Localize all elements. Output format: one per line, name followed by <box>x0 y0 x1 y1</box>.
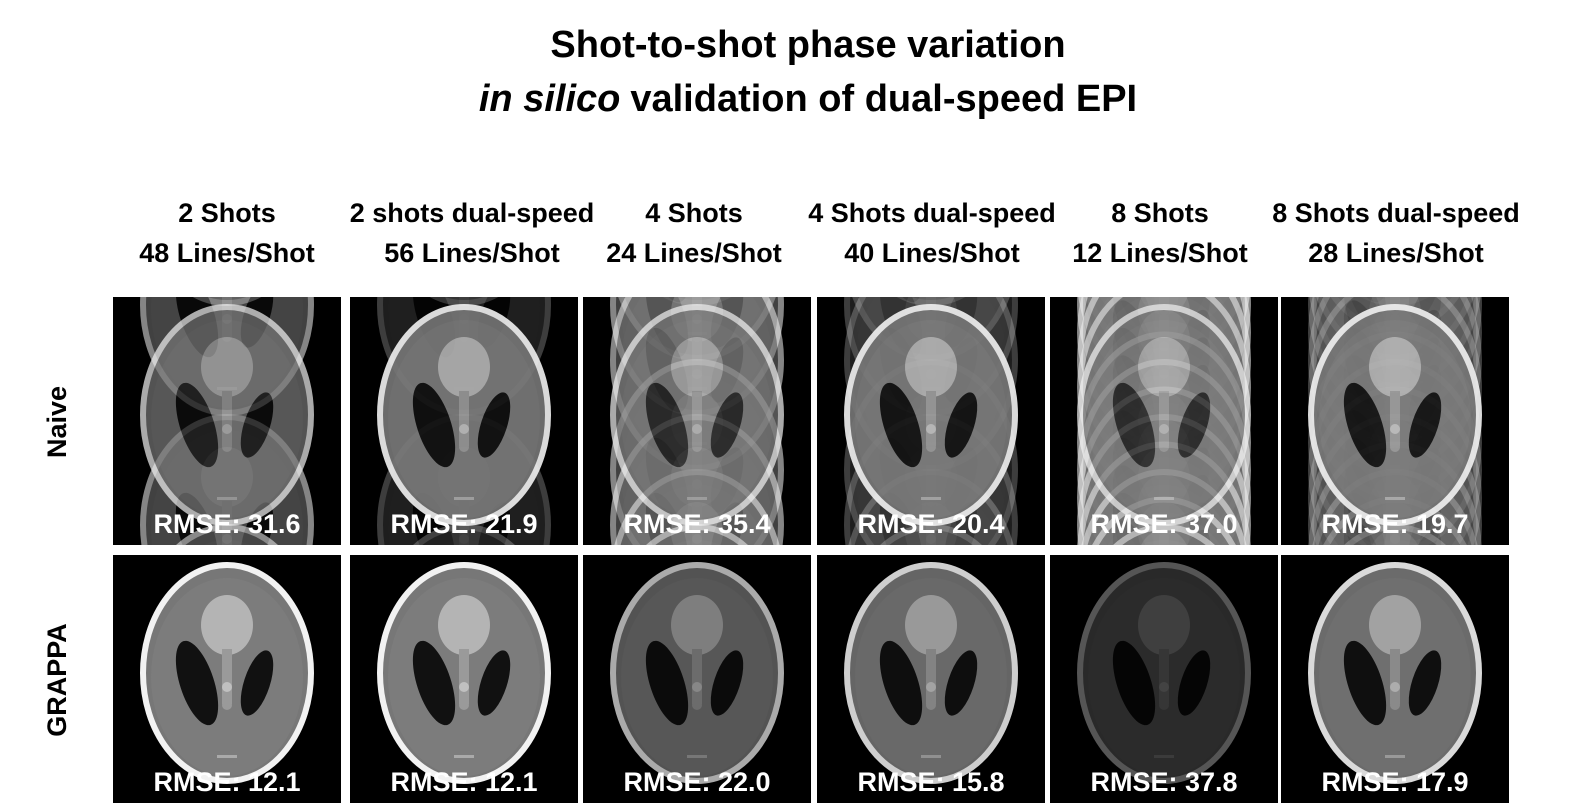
phantom <box>1080 565 1248 781</box>
title-line2: in silico validation of dual-speed EPI <box>479 78 1137 120</box>
rmse-label: RMSE: 37.0 <box>1090 509 1237 539</box>
rmse-label: RMSE: 35.4 <box>623 509 770 539</box>
title-line1: Shot-to-shot phase variation <box>550 24 1065 66</box>
phantom <box>143 307 311 523</box>
ghost <box>1311 87 1479 303</box>
column-header: 4 Shots dual-speed <box>808 198 1056 228</box>
phantom <box>613 565 781 781</box>
image-panel <box>113 87 341 545</box>
rmse-label: RMSE: 12.1 <box>153 767 300 797</box>
image-panel <box>817 297 1045 545</box>
column-header: 4 Shots <box>645 198 743 228</box>
rmse-label: RMSE: 15.8 <box>857 767 1004 797</box>
image-panel <box>1281 555 1509 803</box>
column-header: 2 shots dual-speed <box>350 198 595 228</box>
rmse-label: RMSE: 21.9 <box>390 509 537 539</box>
column-header: 12 Lines/Shot <box>1072 238 1248 268</box>
title-italic: in silico <box>479 78 620 120</box>
phantom <box>847 565 1015 781</box>
rmse-label: RMSE: 20.4 <box>857 509 1004 539</box>
phantom <box>1311 565 1479 781</box>
image-panel <box>350 297 578 545</box>
image-panel <box>113 555 341 803</box>
column-header: 24 Lines/Shot <box>606 238 782 268</box>
row-label: GRAPPA <box>42 623 72 737</box>
phantom <box>847 307 1015 523</box>
image-panel <box>1050 555 1278 803</box>
phantom <box>380 565 548 781</box>
phantom <box>380 307 548 523</box>
ghost <box>143 87 311 303</box>
column-header: 2 Shots <box>178 198 276 228</box>
rmse-label: RMSE: 37.8 <box>1090 767 1237 797</box>
phantom <box>1311 307 1479 523</box>
column-header: 28 Lines/Shot <box>1308 238 1484 268</box>
phantom <box>613 307 781 523</box>
rmse-label: RMSE: 31.6 <box>153 509 300 539</box>
column-header: 56 Lines/Shot <box>384 238 560 268</box>
column-header: 8 Shots <box>1111 198 1209 228</box>
image-panel <box>817 555 1045 803</box>
column-header: 40 Lines/Shot <box>844 238 1020 268</box>
phantom <box>143 565 311 781</box>
rmse-label: RMSE: 12.1 <box>390 767 537 797</box>
rmse-label: RMSE: 17.9 <box>1321 767 1468 797</box>
column-header: 8 Shots dual-speed <box>1272 198 1520 228</box>
column-header: 48 Lines/Shot <box>139 238 315 268</box>
rmse-label: RMSE: 22.0 <box>623 767 770 797</box>
image-panel <box>583 297 811 545</box>
phantom <box>1080 307 1248 523</box>
image-panel <box>583 555 811 803</box>
row-label: Naive <box>42 386 72 458</box>
image-panel <box>1050 297 1278 545</box>
title-rest: validation of dual-speed EPI <box>630 78 1137 120</box>
image-panel <box>1281 87 1509 545</box>
image-panel <box>350 555 578 803</box>
rmse-label: RMSE: 19.7 <box>1321 509 1468 539</box>
